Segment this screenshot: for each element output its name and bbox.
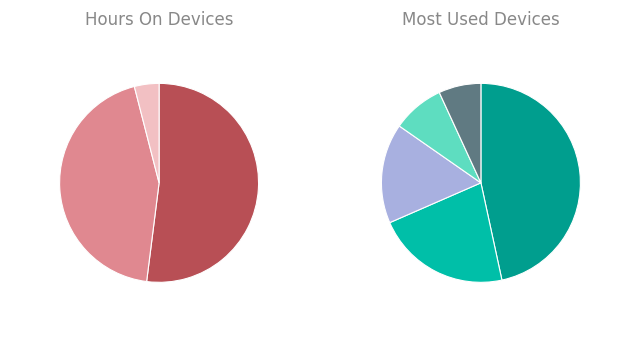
Wedge shape	[439, 83, 481, 183]
Wedge shape	[147, 83, 259, 282]
Wedge shape	[399, 92, 481, 183]
Legend: 15hours+ (52%), 5-15 hours (44%), 5-0 hours (4%): 15hours+ (52%), 5-15 hours (44%), 5-0 ho…	[0, 341, 319, 345]
Wedge shape	[381, 126, 481, 223]
Wedge shape	[481, 83, 580, 280]
Wedge shape	[390, 183, 502, 282]
Wedge shape	[134, 83, 159, 183]
Wedge shape	[60, 87, 159, 282]
Title: Most Used Devices: Most Used Devices	[402, 11, 560, 29]
Title: Hours On Devices: Hours On Devices	[85, 11, 234, 29]
Legend: Phone (46.61%), TV (21.84%), Computer (16.23%), Playstation/Xbox (8.45%), iPad/T: Phone (46.61%), TV (21.84%), Computer (1…	[291, 343, 640, 345]
